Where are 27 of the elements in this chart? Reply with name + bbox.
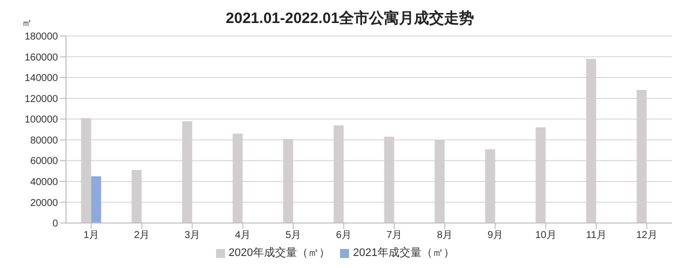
y-tick-label: 160000	[24, 52, 58, 64]
y-tick-label: 60000	[30, 156, 58, 168]
y-tick-label: 0	[52, 218, 58, 230]
chart-title: 2021.01-2022.01全市公寓月成交走势	[226, 10, 474, 27]
y-tick-label: 180000	[24, 32, 58, 43]
x-tick-label: 1月	[83, 230, 100, 242]
x-tick-label: 5月	[285, 230, 302, 242]
x-tick-label: 11月	[586, 230, 606, 242]
bar	[91, 176, 102, 223]
x-tick-label: 6月	[336, 230, 352, 242]
x-tick-label: 8月	[436, 230, 453, 242]
x-tick-label: 3月	[184, 230, 200, 242]
x-tick-label: 9月	[487, 230, 504, 242]
y-axis-title: ㎡	[22, 17, 32, 30]
y-tick-label: 20000	[30, 198, 58, 209]
x-tick-label: 7月	[386, 230, 402, 242]
legend-label: 2021年成交量（㎡）	[353, 247, 454, 259]
legend-label: 2020年成交量（㎡）	[228, 247, 330, 259]
y-tick-label: 120000	[24, 94, 58, 105]
x-tick-label: 12月	[636, 230, 658, 242]
x-tick-label: 4月	[234, 230, 251, 242]
x-tick-label: 10月	[535, 230, 556, 242]
y-tick-label: 40000	[30, 176, 58, 188]
x-tick-label: 2月	[134, 230, 150, 242]
y-tick-label: 140000	[24, 73, 58, 84]
y-tick-label: 80000	[30, 135, 58, 146]
y-tick-label: 100000	[24, 114, 58, 126]
